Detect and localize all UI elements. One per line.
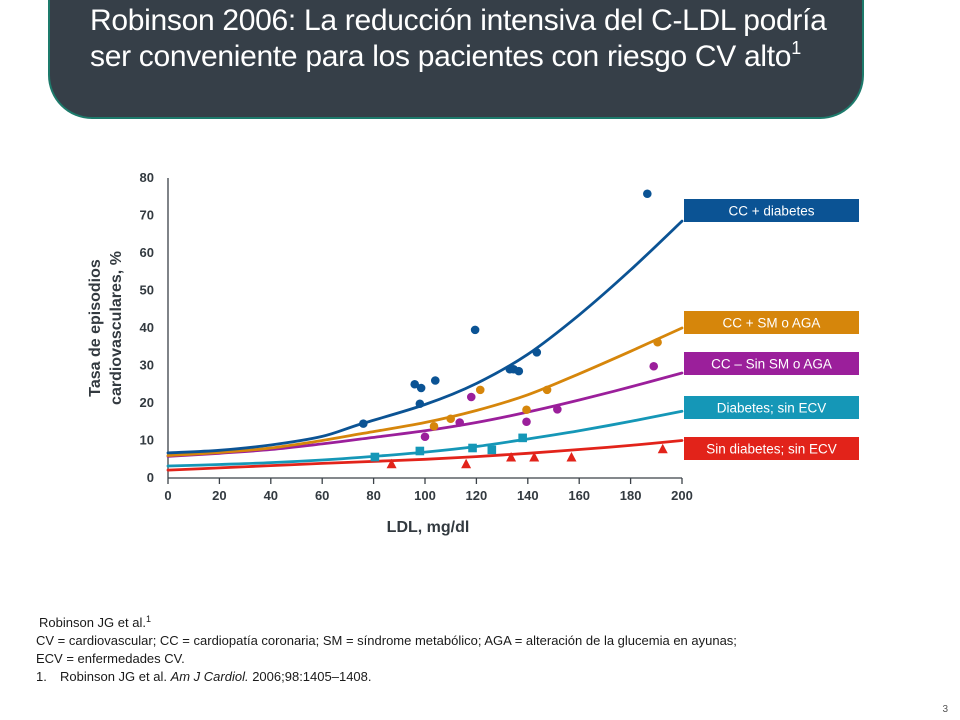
y-tick-label: 0 — [147, 470, 154, 485]
x-tick-label: 120 — [466, 488, 488, 503]
legend-box-diabetes-sin-ecv — [684, 396, 859, 419]
data-point-circle — [415, 399, 425, 409]
data-point-square — [468, 443, 477, 453]
cv-event-rate-chart: 0 20 40 60 80 100 120 140 160 180 200 0 10 20 30 40 50 60… — [87, 170, 859, 536]
data-point-circle — [470, 325, 480, 335]
y-tick-label: 60 — [140, 245, 154, 260]
x-tick-label: 0 — [164, 488, 171, 503]
y-tick-label: 70 — [140, 208, 154, 223]
x-tick-label: 60 — [315, 488, 329, 503]
legend-box-cc-sm-o-aga — [684, 311, 859, 334]
legend-box-cc-sin-sm-o-aga — [684, 352, 859, 375]
title-reference-superscript: 1 — [791, 38, 801, 58]
x-tick-label: 100 — [414, 488, 436, 503]
x-axis-title: LDL, mg/dl — [387, 519, 470, 536]
fitted-curve-cc-sin-sm-o-aga — [166, 371, 684, 458]
slide-title-text: Robinson 2006: La reducción intensiva de… — [90, 4, 827, 73]
legend-box-sin-diabetes-sin-ecv — [684, 437, 859, 460]
source-citation: Robinson JG et al.1 — [36, 614, 936, 632]
data-point-circle — [359, 419, 368, 428]
fitted-curve-diabetes-sin-ecv — [166, 409, 684, 468]
legend-label-diabetes-sin-ecv: Diabetes; sin ECV — [717, 401, 827, 416]
legend-label-cc-sm-o-aga: CC + SM o AGA — [723, 316, 821, 331]
data-point-circle — [649, 361, 659, 371]
data-point-triangle — [566, 452, 577, 462]
reference-authors: Robinson JG et al. — [60, 669, 171, 684]
data-point-circle — [429, 421, 439, 431]
data-point-circle — [653, 337, 662, 347]
data-point-circle — [420, 432, 430, 442]
y-axis-title-line2: cardiovasculares, % — [108, 251, 125, 405]
data-point-circle — [514, 366, 524, 376]
page-number: 3 — [942, 704, 948, 715]
data-point-circle — [522, 405, 531, 415]
source-text: Robinson JG et al. — [39, 615, 146, 630]
reference-number: 1. — [36, 669, 47, 684]
x-tick-label: 180 — [620, 488, 642, 503]
reference-details: 2006;98:1405–1408. — [248, 669, 372, 684]
source-superscript: 1 — [145, 614, 151, 624]
y-tick-label: 20 — [140, 395, 154, 410]
data-point-circle — [446, 414, 456, 424]
data-point-square — [518, 433, 527, 443]
x-tick-label: 140 — [517, 488, 539, 503]
x-tick-label: 20 — [212, 488, 226, 503]
data-point-triangle — [506, 452, 517, 462]
footnotes: Robinson JG et al.1 CV = cardiovascular;… — [36, 614, 936, 686]
data-point-triangle — [657, 443, 668, 454]
data-point-square — [487, 445, 497, 455]
y-tick-label: 80 — [140, 170, 154, 185]
data-point-triangle — [386, 458, 397, 469]
legend-label-sin-diabetes-sin-ecv: Sin diabetes; sin ECV — [706, 442, 837, 457]
axes: 0 20 40 60 80 100 120 140 160 180 200 0 10 20 30 40 50 60… — [140, 170, 693, 503]
legend-box-cc-diabetes — [684, 199, 859, 222]
y-axis-title-line1: Tasa de episodios — [87, 259, 104, 397]
abbreviations-line-2: ECV = enfermedades CV. — [36, 651, 185, 666]
abbreviations-line-1: CV = cardiovascular; CC = cardiopatía co… — [36, 633, 737, 648]
legend: CC + diabetes CC + SM o AGA CC – Sin SM o … — [684, 199, 859, 460]
reference-journal: Am J Cardiol. — [170, 669, 249, 684]
y-tick-label: 30 — [140, 358, 154, 373]
data-point-circle — [542, 385, 552, 395]
data-point-circle — [643, 189, 652, 199]
data-points — [359, 189, 668, 469]
data-point-square — [415, 446, 425, 456]
data-point-circle — [522, 417, 531, 427]
fitted-curve-sin-diabetes-sin-ecv — [166, 439, 684, 472]
x-tick-label: 160 — [568, 488, 590, 503]
data-point-triangle — [461, 458, 472, 469]
legend-label-cc-sin-sm-o-aga: CC – Sin SM o AGA — [711, 357, 832, 372]
data-point-triangle — [529, 452, 540, 462]
data-point-circle — [416, 383, 426, 393]
data-point-circle — [532, 348, 542, 357]
x-tick-label: 40 — [264, 488, 278, 503]
data-point-circle — [455, 418, 464, 427]
data-point-circle — [553, 405, 562, 414]
data-point-circle — [466, 392, 476, 402]
reference-1: 1. Robinson JG et al. Am J Cardiol. 2006;… — [36, 668, 936, 686]
title-banner: Robinson 2006: La reducción intensiva de… — [48, 0, 864, 119]
fitted-curve-cc-diabetes — [166, 219, 684, 455]
fitted-curves — [166, 219, 684, 472]
x-tick-label: 80 — [366, 488, 380, 503]
x-tick-label: 200 — [671, 488, 693, 503]
y-tick-label: 10 — [140, 433, 154, 448]
fitted-curve-cc-sm-o-aga — [166, 326, 684, 457]
y-tick-label: 50 — [140, 283, 154, 298]
data-point-circle — [410, 379, 420, 389]
data-point-circle — [430, 376, 440, 385]
slide-title: Robinson 2006: La reducción intensiva de… — [90, 3, 860, 75]
y-tick-label: 40 — [140, 320, 154, 335]
data-point-circle — [475, 385, 485, 395]
data-point-square — [370, 452, 380, 462]
legend-label-cc-diabetes: CC + diabetes — [729, 204, 815, 219]
